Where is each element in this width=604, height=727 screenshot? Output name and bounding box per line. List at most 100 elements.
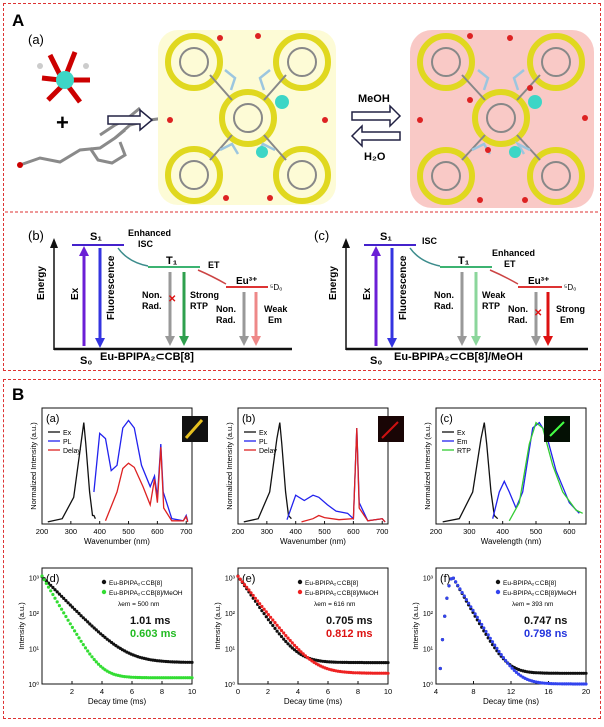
data-point-f-s0 bbox=[584, 671, 588, 675]
data-point-d-s1 bbox=[181, 676, 185, 680]
y-axis-label-e: Intensity (a.u.) bbox=[213, 602, 222, 650]
right-arrow-icon bbox=[107, 108, 154, 132]
em-label-c: Strong Em bbox=[556, 304, 585, 325]
data-point-f-s1 bbox=[447, 584, 451, 588]
x-tick-label-d: 6 bbox=[130, 687, 134, 696]
data-point-f-s1 bbox=[443, 614, 447, 618]
data-point-e-s0 bbox=[349, 660, 353, 665]
data-point-d-s0 bbox=[51, 585, 55, 590]
nonrad-label-c: Non. Rad. bbox=[434, 290, 454, 311]
s1-label-b: S₁ bbox=[90, 231, 102, 243]
data-point-d-s1 bbox=[42, 578, 46, 582]
data-point-e-s1 bbox=[236, 574, 240, 578]
data-point-d-s0 bbox=[105, 637, 109, 641]
y-tick-label-f: 10² bbox=[423, 611, 434, 618]
x-tick-label-b: 400 bbox=[289, 527, 302, 536]
d0-label-b: ⁵D₀ bbox=[270, 283, 282, 292]
panel-a-svg: A (a) + bbox=[5, 11, 599, 367]
series-line-c-em bbox=[492, 421, 580, 519]
data-point-d-s1 bbox=[94, 660, 98, 664]
data-point-e-s1 bbox=[264, 610, 268, 614]
data-point-e-s1 bbox=[279, 628, 284, 633]
data-point-f-s0 bbox=[577, 671, 582, 675]
data-point-d-s0 bbox=[90, 624, 94, 628]
data-point-e-s1 bbox=[353, 671, 357, 675]
legend-marker-e bbox=[297, 589, 303, 595]
data-point-d-s0 bbox=[49, 583, 53, 587]
data-point-e-s1 bbox=[386, 671, 390, 675]
series-line-c-ex bbox=[442, 422, 499, 523]
data-point-f-s1 bbox=[514, 670, 519, 674]
chart-label-b: (b) bbox=[242, 413, 255, 425]
data-point-e-s1 bbox=[262, 607, 266, 611]
y-tick-label-f: 10⁰ bbox=[422, 681, 433, 689]
x-tick-label-e: 2 bbox=[266, 687, 270, 696]
data-point-f-s1 bbox=[551, 682, 556, 686]
legend-marker-f bbox=[495, 589, 501, 595]
x-tick-label-f: 20 bbox=[582, 687, 590, 696]
data-point-d-s1 bbox=[99, 664, 103, 668]
data-point-d-s1 bbox=[83, 646, 88, 650]
data-point-d-s0 bbox=[75, 609, 79, 613]
legend-label-a: PL bbox=[63, 439, 72, 446]
x-tick-label-e: 10 bbox=[384, 687, 392, 696]
legend-label-c: Ex bbox=[457, 430, 466, 437]
x-tick-label-d: 4 bbox=[100, 687, 104, 696]
panel-b: B (a) 200 300 400 500 600 700 Wavenumber (nm) No… bbox=[0, 376, 604, 722]
data-point-f-s1 bbox=[484, 629, 488, 634]
data-point-e-s1 bbox=[288, 638, 292, 643]
data-point-e-s0 bbox=[353, 660, 357, 665]
y-tick-label-e: 10² bbox=[225, 611, 236, 618]
data-point-e-s0 bbox=[371, 661, 375, 665]
data-point-e-s0 bbox=[279, 634, 284, 639]
x-tick-label-c: 200 bbox=[430, 527, 443, 536]
cross-icon-b1: ✕ bbox=[168, 294, 176, 305]
data-point-f-s1 bbox=[440, 638, 445, 642]
data-point-d-s0 bbox=[173, 660, 177, 664]
data-point-f-s1 bbox=[493, 643, 497, 647]
data-point-f-s0 bbox=[547, 671, 551, 675]
data-point-f-s1 bbox=[464, 598, 468, 602]
data-point-f-s0 bbox=[567, 671, 571, 675]
data-point-f-s0 bbox=[543, 671, 547, 675]
data-point-e-s0 bbox=[290, 646, 294, 650]
plot-frame-c bbox=[435, 407, 587, 525]
data-point-e-s0 bbox=[336, 660, 340, 664]
series-line-a-ex bbox=[47, 422, 96, 523]
data-point-f-s1 bbox=[575, 682, 579, 686]
data-point-e-s0 bbox=[358, 660, 362, 665]
data-point-e-s1 bbox=[238, 577, 242, 581]
y-tick-label-d: 10³ bbox=[29, 575, 40, 582]
data-point-e-s0 bbox=[340, 660, 344, 664]
data-point-e-s1 bbox=[273, 621, 277, 625]
y-tick-label-f: 10¹ bbox=[423, 646, 434, 653]
x-axis-label-a: Wavenumber (nm) bbox=[84, 537, 150, 546]
data-point-f-s1 bbox=[488, 636, 492, 640]
data-point-e-s0 bbox=[273, 626, 277, 630]
data-point-f-s1 bbox=[445, 596, 449, 600]
panel-a-border bbox=[3, 3, 601, 371]
sub-b-label: (b) bbox=[28, 228, 44, 243]
data-point-e-s1 bbox=[253, 596, 257, 600]
lifetime-label-e-s1: 0.812 ms bbox=[326, 628, 372, 640]
data-point-d-s1 bbox=[179, 676, 183, 680]
data-point-d-s1 bbox=[79, 639, 83, 643]
data-point-e-s0 bbox=[386, 661, 390, 665]
data-point-e-s1 bbox=[245, 585, 249, 589]
lifetime-label-e-s0: 0.705 ms bbox=[326, 615, 372, 627]
y-tick-label-d: 10¹ bbox=[29, 646, 40, 653]
x-tick-label-c: 400 bbox=[496, 527, 509, 536]
data-point-f-s1 bbox=[508, 664, 512, 668]
diagram-title-b: Eu-BPIPA₂⊂CB[8] bbox=[100, 351, 194, 363]
data-point-e-s0 bbox=[351, 660, 355, 665]
chart-label-a: (a) bbox=[46, 413, 59, 425]
data-point-f-s1 bbox=[460, 590, 464, 595]
data-point-d-s1 bbox=[88, 652, 92, 656]
data-point-f-s1 bbox=[584, 682, 588, 686]
lambda-em-label-e: λem = 616 nm bbox=[314, 601, 355, 608]
h2o-reverse-arrow-icon bbox=[350, 124, 401, 148]
data-point-f-s1 bbox=[486, 633, 490, 637]
legend-label-b: Delay bbox=[259, 448, 277, 455]
data-point-d-s0 bbox=[99, 632, 103, 636]
data-point-d-s1 bbox=[155, 676, 159, 680]
